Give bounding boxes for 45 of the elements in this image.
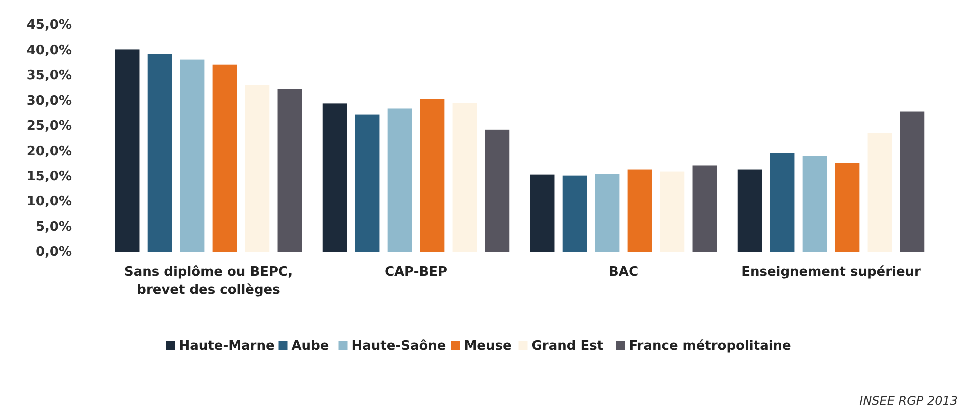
y-tick-label: 40,0% <box>26 43 72 58</box>
y-tick-label: 10,0% <box>26 194 72 210</box>
bar <box>322 104 348 252</box>
bar <box>420 99 445 252</box>
y-tick-label: 15,0% <box>26 169 72 184</box>
bar <box>355 114 380 252</box>
x-tick-label: Sans diplôme ou BEPC, brevet des collèges <box>124 265 294 298</box>
bar <box>738 170 762 252</box>
bar <box>115 50 140 252</box>
legend-label: Meuse <box>464 339 512 354</box>
bar <box>628 170 652 252</box>
bar <box>835 163 860 252</box>
bar <box>595 174 620 252</box>
bar <box>388 108 412 252</box>
bar <box>900 112 925 252</box>
x-tick-label: Enseignement supérieur <box>742 265 922 280</box>
bar <box>562 176 588 252</box>
bar <box>530 174 555 252</box>
legend-label: France métropolitaine <box>629 339 792 354</box>
y-tick-label: 25,0% <box>26 119 72 134</box>
bar <box>692 166 718 252</box>
bar <box>278 89 302 252</box>
bar <box>485 130 510 252</box>
legend-label: Haute-Marne <box>179 339 275 354</box>
y-tick-label: 45,0% <box>26 18 72 34</box>
bar <box>770 153 795 252</box>
y-tick-label: 35,0% <box>26 68 72 84</box>
y-tick-label: 20,0% <box>26 144 72 160</box>
bar <box>868 133 892 252</box>
legend-label: Aube <box>292 339 330 354</box>
x-tick-label: CAP-BEP <box>384 265 448 280</box>
y-tick-label: 30,0% <box>26 94 72 109</box>
bar <box>660 172 685 252</box>
bar <box>802 156 828 252</box>
bar <box>148 54 172 252</box>
bar <box>180 60 205 252</box>
text: INSEE RGP 2013 <box>860 394 958 408</box>
x-tick-label: BAC <box>608 265 639 280</box>
legend-label: Haute-Saône <box>352 339 446 354</box>
bar <box>245 85 270 252</box>
bar <box>212 64 238 252</box>
legend-label: Grand Est <box>532 339 604 354</box>
y-tick-label: 5,0% <box>36 220 72 235</box>
bar <box>452 103 478 252</box>
y-tick-label: 0,0% <box>36 245 72 260</box>
